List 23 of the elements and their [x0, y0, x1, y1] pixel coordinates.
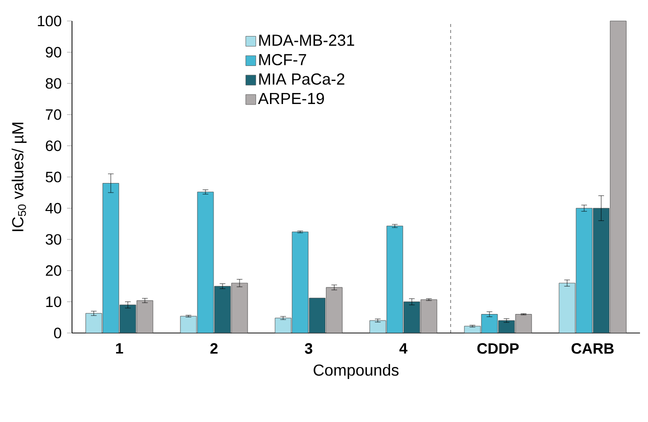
x-tick-label: CARB	[572, 343, 614, 354]
y-tick-label: 0	[54, 328, 62, 338]
x-tick-label: 4	[399, 343, 408, 354]
y-tick-label: 70	[46, 109, 62, 120]
legend-label: MDA-MB-231	[259, 34, 354, 46]
x-tick-label: 1	[116, 343, 124, 354]
x-axis-title: Compounds	[314, 364, 399, 379]
y-tick-label: 30	[46, 234, 62, 245]
y-tick-label: 10	[46, 296, 62, 308]
legend-label: MCF-7	[259, 54, 306, 66]
y-axis-title: IC$_{50}$ values/ µM	[12, 122, 27, 232]
y-tick-label: 80	[46, 78, 62, 89]
x-tick-label: 2	[210, 343, 218, 354]
y-tick-label: 40	[45, 202, 62, 214]
y-tick-label: 20	[46, 265, 62, 276]
legend-label: ARPE-19	[258, 92, 324, 104]
y-tick-label: 50	[46, 172, 62, 182]
y-tick-label: 60	[46, 140, 62, 152]
legend-label: MIA PaCa-2	[259, 73, 344, 85]
y-tick-label: 100	[38, 16, 62, 26]
x-tick-label: 3	[304, 343, 312, 354]
x-tick-label: CDDP	[477, 343, 519, 354]
y-tick-label: 90	[46, 46, 62, 58]
